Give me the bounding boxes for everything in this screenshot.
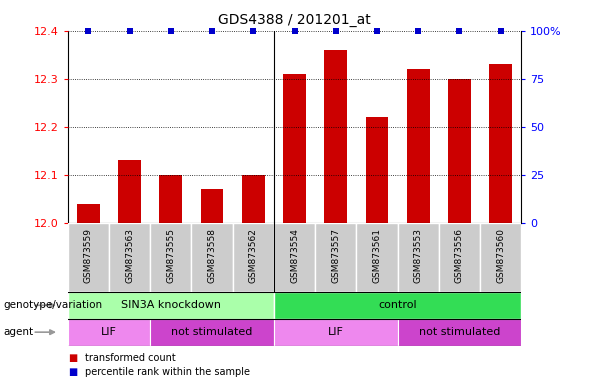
Text: GSM873561: GSM873561 bbox=[372, 228, 382, 283]
Text: GSM873554: GSM873554 bbox=[290, 228, 299, 283]
Bar bbox=[315, 223, 356, 292]
Text: GSM873556: GSM873556 bbox=[455, 228, 464, 283]
Text: GSM873557: GSM873557 bbox=[331, 228, 340, 283]
Bar bbox=[356, 223, 398, 292]
Text: ■: ■ bbox=[68, 367, 77, 377]
Bar bbox=[274, 319, 398, 346]
Text: agent: agent bbox=[3, 327, 33, 337]
Bar bbox=[283, 74, 306, 223]
Text: GSM873558: GSM873558 bbox=[207, 228, 217, 283]
Text: percentile rank within the sample: percentile rank within the sample bbox=[85, 367, 250, 377]
Bar bbox=[201, 189, 223, 223]
Bar bbox=[489, 65, 512, 223]
Bar bbox=[233, 223, 274, 292]
Bar bbox=[242, 175, 264, 223]
Text: not stimulated: not stimulated bbox=[419, 327, 500, 337]
Bar bbox=[150, 223, 191, 292]
Title: GDS4388 / 201201_at: GDS4388 / 201201_at bbox=[218, 13, 371, 27]
Bar bbox=[68, 223, 109, 292]
Text: GSM873559: GSM873559 bbox=[84, 228, 93, 283]
Text: control: control bbox=[378, 300, 417, 310]
Bar bbox=[274, 223, 315, 292]
Bar bbox=[150, 319, 274, 346]
Bar bbox=[118, 160, 141, 223]
Text: SIN3A knockdown: SIN3A knockdown bbox=[121, 300, 221, 310]
Text: GSM873560: GSM873560 bbox=[496, 228, 505, 283]
Bar bbox=[191, 223, 233, 292]
Text: GSM873562: GSM873562 bbox=[249, 228, 258, 283]
Text: GSM873553: GSM873553 bbox=[413, 228, 423, 283]
Bar bbox=[160, 175, 182, 223]
Bar bbox=[398, 223, 439, 292]
Text: LIF: LIF bbox=[328, 327, 343, 337]
Bar bbox=[68, 292, 274, 319]
Text: genotype/variation: genotype/variation bbox=[3, 300, 102, 310]
Text: transformed count: transformed count bbox=[85, 353, 176, 363]
Text: ■: ■ bbox=[68, 353, 77, 363]
Bar bbox=[448, 79, 471, 223]
Text: GSM873555: GSM873555 bbox=[166, 228, 176, 283]
Text: LIF: LIF bbox=[101, 327, 117, 337]
Bar bbox=[398, 319, 521, 346]
Bar bbox=[325, 50, 347, 223]
Bar bbox=[109, 223, 150, 292]
Bar bbox=[407, 69, 429, 223]
Bar bbox=[274, 292, 521, 319]
Bar bbox=[439, 223, 480, 292]
Bar bbox=[366, 117, 388, 223]
Bar bbox=[480, 223, 521, 292]
Bar bbox=[68, 319, 150, 346]
Text: not stimulated: not stimulated bbox=[171, 327, 253, 337]
Bar bbox=[77, 204, 100, 223]
Text: GSM873563: GSM873563 bbox=[125, 228, 134, 283]
